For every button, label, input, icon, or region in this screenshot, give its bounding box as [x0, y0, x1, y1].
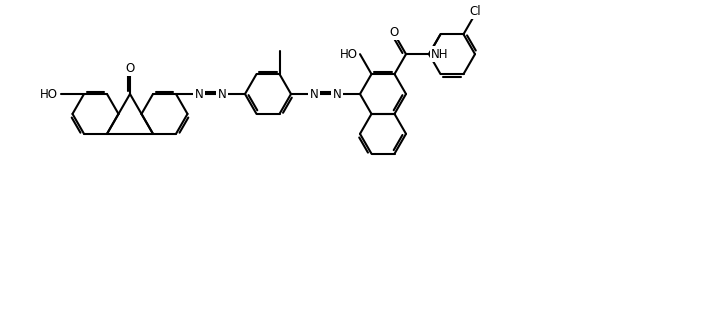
- Text: N: N: [217, 87, 226, 100]
- Text: N: N: [309, 87, 319, 100]
- Text: HO: HO: [40, 87, 58, 100]
- Text: O: O: [390, 26, 399, 39]
- Text: O: O: [125, 61, 135, 75]
- Text: Cl: Cl: [469, 5, 481, 18]
- Text: N: N: [333, 87, 342, 100]
- Text: HO: HO: [340, 48, 358, 61]
- Text: NH: NH: [431, 48, 448, 61]
- Text: N: N: [195, 87, 203, 100]
